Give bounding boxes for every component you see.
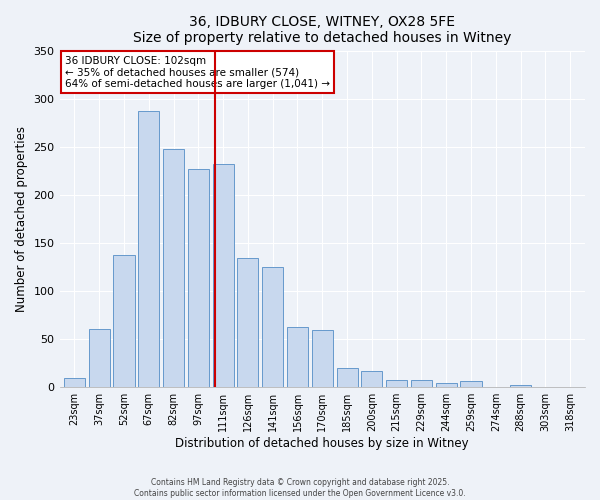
Bar — [337, 368, 358, 387]
Bar — [262, 267, 283, 387]
Bar — [138, 111, 160, 387]
Bar — [188, 169, 209, 387]
Bar — [64, 378, 85, 387]
Bar — [238, 258, 259, 387]
Bar — [312, 330, 333, 387]
Title: 36, IDBURY CLOSE, WITNEY, OX28 5FE
Size of property relative to detached houses : 36, IDBURY CLOSE, WITNEY, OX28 5FE Size … — [133, 15, 511, 45]
Text: Contains HM Land Registry data © Crown copyright and database right 2025.
Contai: Contains HM Land Registry data © Crown c… — [134, 478, 466, 498]
Bar — [163, 148, 184, 387]
Y-axis label: Number of detached properties: Number of detached properties — [15, 126, 28, 312]
Bar — [460, 382, 482, 387]
Bar — [436, 384, 457, 387]
Bar — [510, 386, 531, 387]
Bar — [113, 256, 134, 387]
Bar — [361, 371, 382, 387]
X-axis label: Distribution of detached houses by size in Witney: Distribution of detached houses by size … — [175, 437, 469, 450]
Bar — [386, 380, 407, 387]
Bar — [89, 330, 110, 387]
Text: 36 IDBURY CLOSE: 102sqm
← 35% of detached houses are smaller (574)
64% of semi-d: 36 IDBURY CLOSE: 102sqm ← 35% of detache… — [65, 56, 330, 89]
Bar — [212, 164, 233, 387]
Bar — [287, 326, 308, 387]
Bar — [411, 380, 432, 387]
